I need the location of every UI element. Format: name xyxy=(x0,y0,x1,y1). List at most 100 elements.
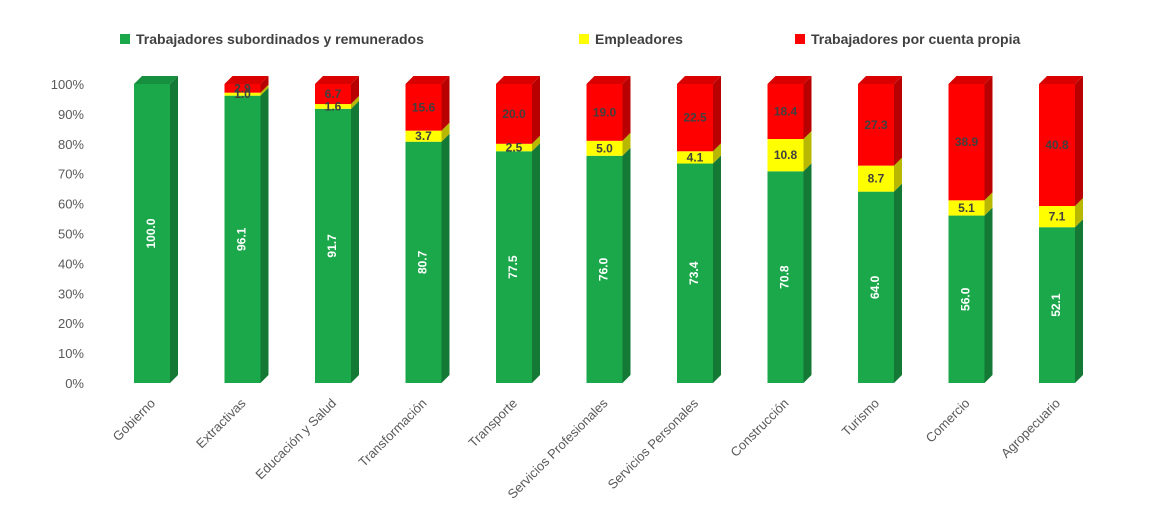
legend-swatch xyxy=(120,34,130,44)
legend-label: Trabajadores subordinados y remunerados xyxy=(136,31,424,47)
data-label: 2.9 xyxy=(234,81,251,95)
x-tick-label: Extractivas xyxy=(193,395,249,451)
bar-top xyxy=(677,76,721,84)
data-label: 27.3 xyxy=(864,118,888,132)
legend-item-1: Empleadores xyxy=(579,31,683,47)
legend-item-0: Trabajadores subordinados y remunerados xyxy=(120,31,424,47)
bar-side xyxy=(351,100,359,383)
bar-group: 70.8 10.8 18.4 xyxy=(767,76,812,383)
x-tick-label: Servicios Profesionales xyxy=(504,395,611,502)
x-tick-label: Comercio xyxy=(923,396,973,446)
x-tick-label: Transformación xyxy=(355,396,429,470)
data-label: 1.0 xyxy=(234,87,251,101)
bar-segment xyxy=(496,151,532,383)
bar-segment xyxy=(405,84,442,131)
bar-segment xyxy=(405,130,442,142)
y-tick-label: 100% xyxy=(51,77,85,92)
y-tick-label: 70% xyxy=(58,167,84,182)
bar-side xyxy=(532,143,540,383)
x-tick-label: Construcción xyxy=(727,396,791,460)
y-tick-label: 50% xyxy=(58,227,84,242)
bar-side xyxy=(984,76,993,201)
x-tick-label: Turismo xyxy=(839,396,882,439)
bar-segment xyxy=(315,108,351,383)
bar-group: 77.5 2.5 20.0 xyxy=(496,76,540,383)
bar-group: 52.1 7.1 40.8 xyxy=(1039,76,1083,383)
data-label: 80.7 xyxy=(416,250,430,274)
bar-segment xyxy=(858,84,894,166)
data-label: 20.0 xyxy=(502,107,526,121)
y-tick-label: 10% xyxy=(58,346,84,361)
data-label: 15.6 xyxy=(412,100,436,114)
bar-segment xyxy=(586,155,623,383)
bar-top xyxy=(134,76,178,84)
legend: Trabajadores subordinados y remunerados E… xyxy=(120,31,1020,47)
data-label: 100.0 xyxy=(144,218,158,248)
data-label: 10.8 xyxy=(774,148,798,162)
y-tick-label: 40% xyxy=(58,256,84,271)
bar-side xyxy=(441,76,450,131)
bar-side xyxy=(713,143,721,164)
bar-top xyxy=(858,76,902,84)
bar-top xyxy=(1039,76,1083,84)
bar-group: 73.4 4.1 22.5 xyxy=(677,76,721,383)
x-tick-label: Educación y Salud xyxy=(252,396,339,483)
bar-top xyxy=(315,76,359,84)
bar-side xyxy=(260,87,269,383)
bar-side xyxy=(713,76,721,152)
bar-group: 56.0 5.1 38.9 xyxy=(948,76,993,383)
bar-segment xyxy=(677,151,713,164)
data-label: 1.6 xyxy=(325,99,342,113)
bar-segment xyxy=(1039,227,1075,383)
bar-segment xyxy=(586,84,623,141)
bar-segment xyxy=(1039,84,1075,206)
legend-label: Empleadores xyxy=(595,31,683,47)
bar-side xyxy=(1075,197,1083,228)
data-label: 73.4 xyxy=(687,261,701,285)
bar-side xyxy=(803,131,812,172)
data-label: 2.5 xyxy=(506,141,523,155)
x-tick-label: Gobierno xyxy=(110,396,158,444)
bar-side xyxy=(894,76,902,166)
data-label: 5.0 xyxy=(596,141,613,155)
bar-group: 91.7 1.66.7 xyxy=(315,76,359,383)
bar-top xyxy=(767,76,812,84)
y-tick-label: 30% xyxy=(58,286,84,301)
data-label: 8.7 xyxy=(868,172,885,186)
bar-side xyxy=(351,76,359,105)
bar-segment xyxy=(315,84,351,105)
data-label: 18.4 xyxy=(774,105,798,119)
data-label: 40.8 xyxy=(1045,138,1069,152)
bar-side xyxy=(984,192,993,216)
bar-side xyxy=(984,207,993,383)
legend-label: Trabajadores por cuenta propia xyxy=(811,31,1020,47)
bar-segment xyxy=(134,84,170,383)
y-tick-label: 60% xyxy=(58,197,84,212)
bar-group: 80.7 3.7 15.6 xyxy=(405,76,450,383)
bar-segment xyxy=(586,140,623,156)
bar-side xyxy=(441,122,450,142)
data-label: 6.7 xyxy=(325,87,342,101)
bar-side xyxy=(1075,219,1083,383)
data-label: 4.1 xyxy=(687,150,704,164)
bar-group: 100.0 xyxy=(134,76,178,383)
bar-segment xyxy=(948,215,985,383)
data-label: 64.0 xyxy=(868,275,882,299)
bar-side xyxy=(803,163,812,383)
bar-segment xyxy=(858,165,894,192)
data-label: 70.8 xyxy=(778,265,792,289)
bar-segment xyxy=(677,84,713,152)
bar-side xyxy=(532,76,540,144)
bar-side xyxy=(170,76,178,383)
bar-segment xyxy=(767,84,804,140)
bar-segment xyxy=(224,95,261,383)
bar-top xyxy=(586,76,631,84)
bar-side xyxy=(260,76,269,93)
bar-side xyxy=(441,133,450,383)
bar-top xyxy=(405,76,450,84)
bar-segment xyxy=(948,84,985,201)
data-label: 19.0 xyxy=(593,105,617,119)
legend-swatch xyxy=(579,34,589,44)
bar-group: 76.0 5.0 19.0 xyxy=(586,76,631,383)
